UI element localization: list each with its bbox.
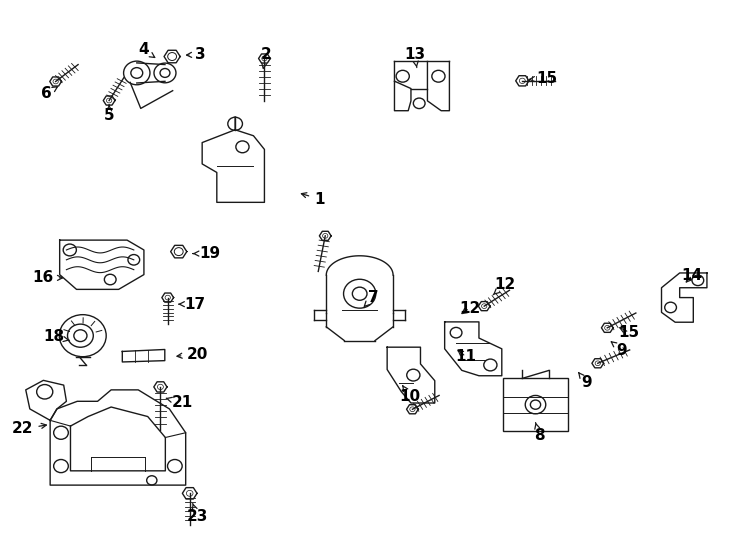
- Text: 6: 6: [41, 86, 57, 102]
- Text: 8: 8: [534, 423, 545, 443]
- Text: 3: 3: [186, 47, 206, 62]
- Text: 5: 5: [103, 105, 115, 123]
- Text: 9: 9: [611, 342, 628, 357]
- Text: 21: 21: [166, 395, 193, 410]
- Text: 15: 15: [529, 71, 557, 86]
- Text: 19: 19: [193, 246, 220, 261]
- Text: 13: 13: [404, 47, 425, 68]
- Text: 23: 23: [186, 503, 208, 524]
- Text: 18: 18: [43, 329, 70, 345]
- Text: 2: 2: [261, 47, 272, 69]
- Text: 17: 17: [178, 296, 206, 312]
- Text: 16: 16: [32, 271, 62, 285]
- Text: 7: 7: [364, 290, 378, 307]
- Text: 15: 15: [619, 325, 640, 340]
- Text: 9: 9: [578, 373, 592, 390]
- Bar: [503, 379, 568, 431]
- Text: 11: 11: [455, 349, 476, 364]
- Text: 22: 22: [12, 421, 46, 436]
- Text: 14: 14: [682, 268, 703, 283]
- Text: 12: 12: [493, 277, 515, 295]
- Text: 10: 10: [399, 386, 420, 403]
- Text: 20: 20: [177, 347, 208, 362]
- Text: 1: 1: [302, 192, 324, 207]
- Text: 4: 4: [138, 43, 155, 57]
- Text: 12: 12: [459, 301, 480, 315]
